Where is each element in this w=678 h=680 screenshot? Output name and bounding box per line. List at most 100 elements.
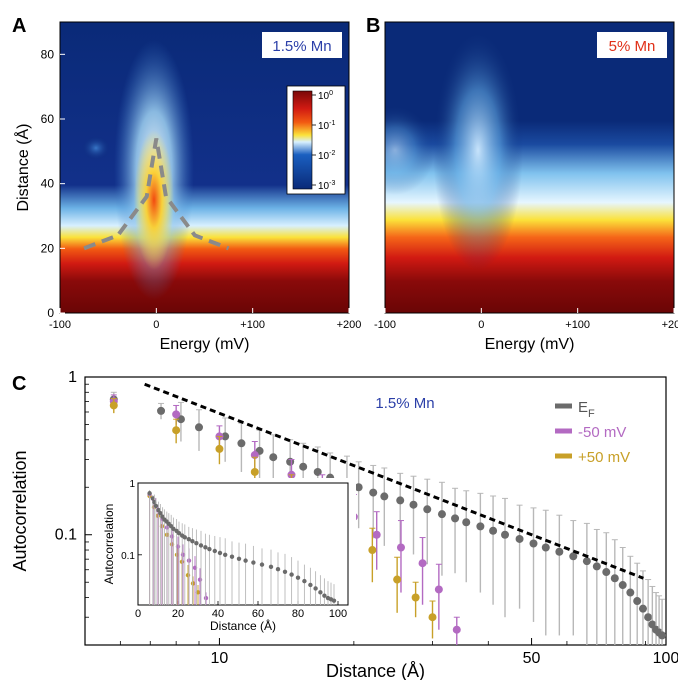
data-point xyxy=(462,518,471,527)
data-point xyxy=(250,467,259,476)
data-point xyxy=(602,568,611,577)
inset-data-point xyxy=(207,546,212,552)
inset-y-axis-label: Autocorrelation xyxy=(102,504,116,585)
data-point xyxy=(437,510,446,519)
data-point xyxy=(157,406,166,415)
inset-data-point xyxy=(275,567,281,572)
inset-data-point xyxy=(223,552,228,558)
data-point xyxy=(658,631,667,640)
y-axis-label: Distance (Å) xyxy=(13,123,32,211)
y-tick-label: 80 xyxy=(41,47,55,61)
colorbar-gradient xyxy=(292,90,313,190)
inset-data-point xyxy=(308,582,313,588)
legend-main: E xyxy=(578,399,588,416)
data-point xyxy=(221,432,230,441)
inset-data-point xyxy=(259,562,265,567)
inset-data-point xyxy=(229,554,235,559)
inset-x-tick-label: 0 xyxy=(135,608,141,620)
inset-data-point xyxy=(217,550,223,556)
inset-x-tick-label: 100 xyxy=(329,608,347,620)
inset-x-tick-label: 80 xyxy=(292,608,304,620)
data-point xyxy=(176,415,185,424)
data-point xyxy=(172,426,181,435)
data-point xyxy=(541,543,550,552)
inset-data-point xyxy=(197,577,203,582)
data-point xyxy=(476,522,485,531)
heatmap-a-side-blob xyxy=(82,136,110,160)
data-point xyxy=(368,546,377,555)
annotation-5-mn-b: 5% Mn xyxy=(609,38,656,55)
inset-data-point xyxy=(289,572,294,577)
inset-data-point xyxy=(195,590,201,595)
panel-b-heatmap: -100 0 +100 +200 Energy (mV) 5% Mn xyxy=(374,21,678,353)
x-axis-label: Distance (Å) xyxy=(326,661,425,680)
colorbar-tick-label: 100 xyxy=(318,90,333,102)
x-axis-label: Energy (mV) xyxy=(160,336,250,353)
y-tick-label: 20 xyxy=(41,241,55,255)
inset-x-axis-label: Distance (Å) xyxy=(210,618,276,633)
y-tick-label: 0.1 xyxy=(55,527,77,544)
x-tick-label: +200 xyxy=(662,319,678,331)
data-point xyxy=(610,574,619,583)
data-point xyxy=(396,496,405,505)
data-point xyxy=(313,467,322,476)
data-point xyxy=(396,543,405,552)
y-axis-label: Autocorrelation xyxy=(10,450,30,571)
inset-data-point xyxy=(243,558,248,563)
data-point xyxy=(515,534,524,543)
legend-label: -50 mV xyxy=(578,424,626,441)
x-tick-label: 0 xyxy=(153,319,159,331)
inset-data-point xyxy=(313,586,318,591)
data-point xyxy=(428,613,437,622)
inset-x-tick-label: 40 xyxy=(212,608,224,620)
inset-y-tick-label: 1 xyxy=(129,479,135,490)
inset-data-point xyxy=(212,548,217,554)
inset-data-point xyxy=(186,536,191,542)
panel-a-frame xyxy=(59,21,350,314)
data-point xyxy=(215,444,224,453)
heatmap-b-left-shoulder xyxy=(385,105,435,195)
data-point xyxy=(569,552,578,561)
inset-data-point xyxy=(251,560,256,565)
annotation-1-5-mn-c: 1.5% Mn xyxy=(375,395,434,412)
data-point xyxy=(638,604,647,613)
x-tick-label: +100 xyxy=(565,319,590,331)
data-point xyxy=(380,492,389,501)
legend: EF -50 mV +50 mV xyxy=(555,399,630,466)
series-2 xyxy=(109,398,437,639)
x-axis-label: Energy (mV) xyxy=(485,336,575,353)
data-point xyxy=(489,526,498,535)
y-tick-label: 1 xyxy=(68,369,77,386)
data-point xyxy=(644,613,653,622)
inset-data-point xyxy=(203,595,209,601)
legend-label: +50 mV xyxy=(578,449,630,466)
inset-data-point xyxy=(318,590,323,595)
inset-y-tick-label: 0.1 xyxy=(121,551,135,562)
inset-data-point xyxy=(295,575,301,580)
inset-x-tick-label: 60 xyxy=(252,608,264,620)
data-point xyxy=(452,625,461,634)
data-point xyxy=(299,462,308,471)
data-point xyxy=(354,483,363,492)
x-tick-label: 100 xyxy=(653,650,678,667)
annotation-box-a xyxy=(262,32,342,58)
power-law-fit-line xyxy=(144,382,644,580)
inset-data-point xyxy=(282,569,288,574)
x-tick-label: -100 xyxy=(49,319,71,331)
inset-data-point xyxy=(152,500,157,505)
annotation-box-b xyxy=(597,32,667,58)
data-point xyxy=(269,453,278,462)
x-tick-label: 0 xyxy=(478,319,484,331)
data-point xyxy=(411,593,420,602)
inset-data-point xyxy=(190,538,195,544)
inset-data-point xyxy=(153,503,159,509)
panel-c-frame xyxy=(84,376,667,646)
data-point xyxy=(369,488,378,497)
data-point xyxy=(626,588,635,597)
inset-data-point xyxy=(322,593,327,598)
data-point xyxy=(501,530,510,539)
colorbar-tick-label: 10-1 xyxy=(318,120,335,132)
inset-data-point xyxy=(203,545,208,550)
